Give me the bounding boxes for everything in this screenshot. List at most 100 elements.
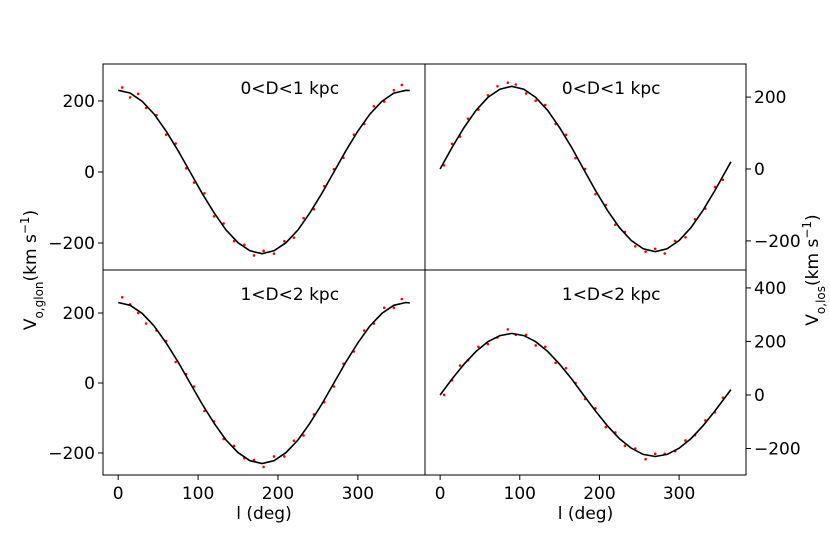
data-point — [458, 364, 462, 367]
panel-annotation: 1<D<2 kpc — [240, 285, 339, 305]
data-point — [442, 393, 446, 397]
y-tick-label: −200 — [754, 232, 801, 252]
data-point — [174, 360, 178, 364]
data-point — [302, 216, 305, 220]
data-point — [262, 465, 265, 469]
data-point — [192, 181, 196, 184]
data-point — [633, 244, 637, 248]
data-point — [302, 434, 305, 437]
data-point — [120, 295, 124, 299]
data-point — [506, 328, 510, 331]
x-tick-label: 0 — [113, 484, 124, 504]
y-tick-label: 0 — [84, 374, 95, 394]
y-axis-label: Vo,glon(km s−1) — [18, 210, 46, 330]
data-point — [392, 306, 396, 310]
data-point — [362, 329, 366, 332]
x-tick-label: 200 — [262, 484, 294, 504]
data-point — [496, 84, 499, 88]
data-point — [506, 81, 510, 84]
data-point — [372, 104, 376, 108]
data-point — [564, 366, 568, 370]
data-point — [164, 133, 168, 136]
x-tick-label: 300 — [663, 484, 695, 504]
data-point — [574, 156, 577, 160]
data-point — [644, 457, 647, 461]
y-axis-label-part: ) — [803, 214, 823, 221]
y-tick-label: 200 — [754, 88, 786, 108]
y-axis-label-part: (km s — [803, 239, 823, 286]
data-point — [684, 235, 687, 239]
data-point — [203, 191, 206, 195]
y-axis-label-part: ) — [21, 210, 41, 217]
panel-annotation: 0<D<1 kpc — [562, 79, 661, 99]
data-point — [272, 252, 276, 255]
data-point — [514, 83, 518, 86]
data-point — [120, 86, 124, 89]
data-point — [524, 92, 528, 95]
model-curve — [439, 332, 732, 458]
y-axis-label-part: (km s — [21, 234, 41, 281]
data-point — [486, 93, 490, 97]
data-point — [673, 239, 677, 243]
x-tick-label: 100 — [182, 484, 214, 504]
data-point — [252, 254, 256, 257]
data-point — [184, 167, 188, 170]
data-point — [136, 311, 140, 315]
data-point — [543, 345, 547, 349]
data-point — [252, 458, 256, 462]
data-point — [283, 239, 286, 243]
y-axis-label: Vo,los(km s−1) — [800, 214, 828, 325]
data-point — [283, 455, 286, 458]
model-curve — [118, 89, 410, 255]
data-point — [534, 344, 538, 347]
x-tick-label: 0 — [435, 484, 446, 504]
panel-annotation: 0<D<1 kpc — [240, 79, 339, 99]
data-point — [400, 297, 404, 301]
y-axis-label-part: o,los — [814, 286, 828, 314]
data-point — [128, 96, 132, 99]
data-point — [392, 88, 396, 92]
data-point — [212, 215, 216, 218]
data-point — [272, 455, 276, 458]
x-tick-label: 300 — [342, 484, 374, 504]
data-point — [144, 322, 148, 325]
data-point — [136, 92, 140, 96]
data-point — [332, 385, 336, 388]
data-point — [564, 133, 568, 137]
y-tick-label: −200 — [48, 234, 95, 254]
data-point — [534, 99, 538, 102]
data-point — [604, 425, 608, 429]
data-point — [192, 385, 196, 388]
x-tick-label: 100 — [504, 484, 536, 504]
data-point — [400, 83, 404, 87]
data-point — [466, 117, 470, 120]
panel-frame — [424, 269, 747, 476]
data-point — [486, 342, 490, 346]
data-point — [543, 103, 547, 107]
y-tick-label: −200 — [48, 444, 95, 464]
y-tick-label: 400 — [754, 279, 786, 299]
y-axis-label-part: −1 — [800, 221, 814, 239]
y-tick-label: 0 — [754, 160, 765, 180]
y-tick-label: 200 — [754, 332, 786, 352]
data-point — [524, 333, 528, 337]
data-point — [713, 185, 717, 189]
data-point — [663, 252, 667, 255]
data-point — [653, 452, 657, 456]
model-curve — [439, 85, 732, 253]
data-point — [382, 306, 386, 310]
data-point — [594, 192, 597, 196]
y-axis-label-part: V — [21, 318, 41, 330]
data-point — [554, 361, 557, 365]
model-curve — [118, 301, 410, 465]
y-axis-label-part: o,glon — [32, 281, 46, 318]
x-tick-label: 200 — [583, 484, 615, 504]
data-point — [721, 178, 725, 182]
data-point — [684, 439, 687, 442]
data-point — [644, 250, 647, 253]
y-axis-label-part: V — [803, 314, 823, 326]
data-point — [222, 222, 225, 225]
y-axis-label-part: −1 — [18, 216, 32, 234]
data-point — [262, 249, 265, 253]
